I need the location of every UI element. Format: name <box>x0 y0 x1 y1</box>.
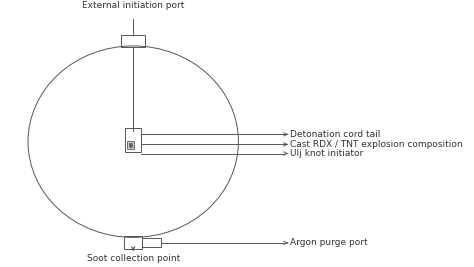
Bar <box>121 35 145 47</box>
Bar <box>143 238 161 248</box>
Bar <box>124 237 143 249</box>
Text: Detonation cord tail: Detonation cord tail <box>290 130 380 139</box>
Bar <box>125 128 141 152</box>
Text: External initiation port: External initiation port <box>82 1 184 10</box>
Bar <box>129 143 132 147</box>
Text: Cast RDX / TNT explosion composition: Cast RDX / TNT explosion composition <box>290 140 462 149</box>
Text: Soot collection point: Soot collection point <box>87 254 180 263</box>
Bar <box>127 141 135 149</box>
Text: Ulj knot initiator: Ulj knot initiator <box>290 149 363 158</box>
Text: Argon purge port: Argon purge port <box>290 238 367 247</box>
